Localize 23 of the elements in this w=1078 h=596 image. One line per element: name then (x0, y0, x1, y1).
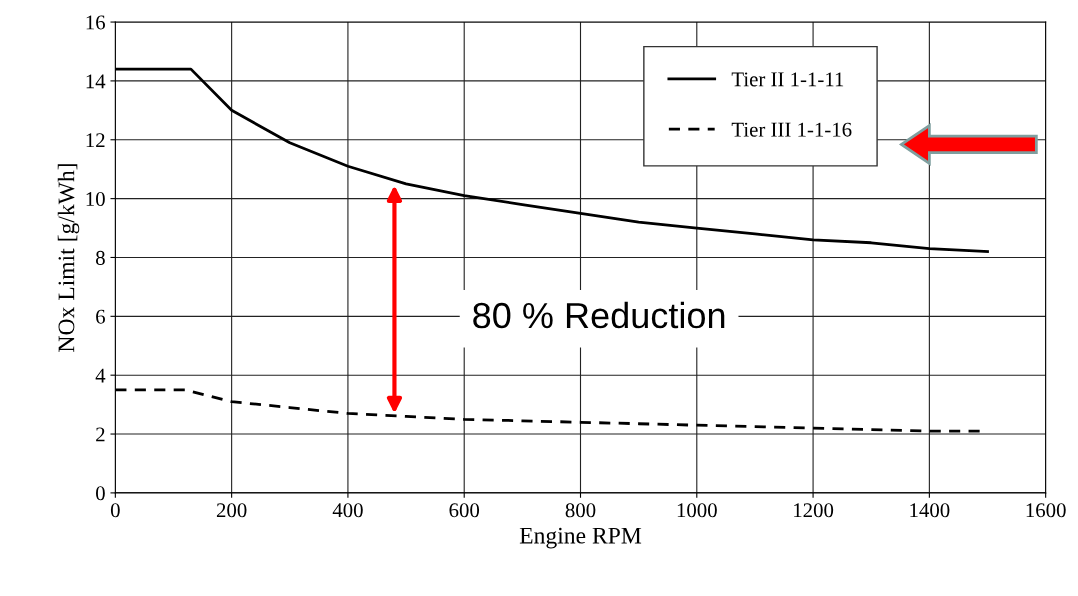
x-tick-label: 1400 (910, 503, 950, 518)
x-tick-label: 1200 (794, 503, 834, 518)
legend-label: Tier II 1-1-11 (731, 72, 844, 87)
y-tick-label: 4 (95, 368, 106, 383)
annotation: 80 % Reduction (473, 301, 725, 329)
x-tick-label: 1000 (677, 503, 717, 518)
y-tick-label: 12 (86, 133, 105, 147)
x-tick-label: 200 (216, 503, 247, 518)
x-axis-title: Engine RPM (519, 527, 642, 549)
y-tick-label: 2 (96, 427, 105, 442)
x-tick-label: 600 (449, 503, 480, 518)
y-tick-label: 16 (86, 15, 105, 30)
x-tick-label: 0 (110, 503, 120, 518)
x-tick-label: 800 (565, 503, 596, 518)
y-axis-title: NOx Limit [g/kWh] (57, 164, 80, 352)
x-tick-label: 1600 (1026, 503, 1066, 518)
legend-label: Tier III 1-1-16 (731, 122, 852, 137)
y-tick-label: 14 (86, 74, 106, 89)
x-tick-label: 400 (332, 503, 363, 518)
y-tick-label: 6 (96, 309, 105, 324)
y-tick-label: 0 (96, 486, 105, 501)
y-tick-label: 10 (86, 191, 105, 207)
y-tick-label: 8 (96, 250, 105, 265)
